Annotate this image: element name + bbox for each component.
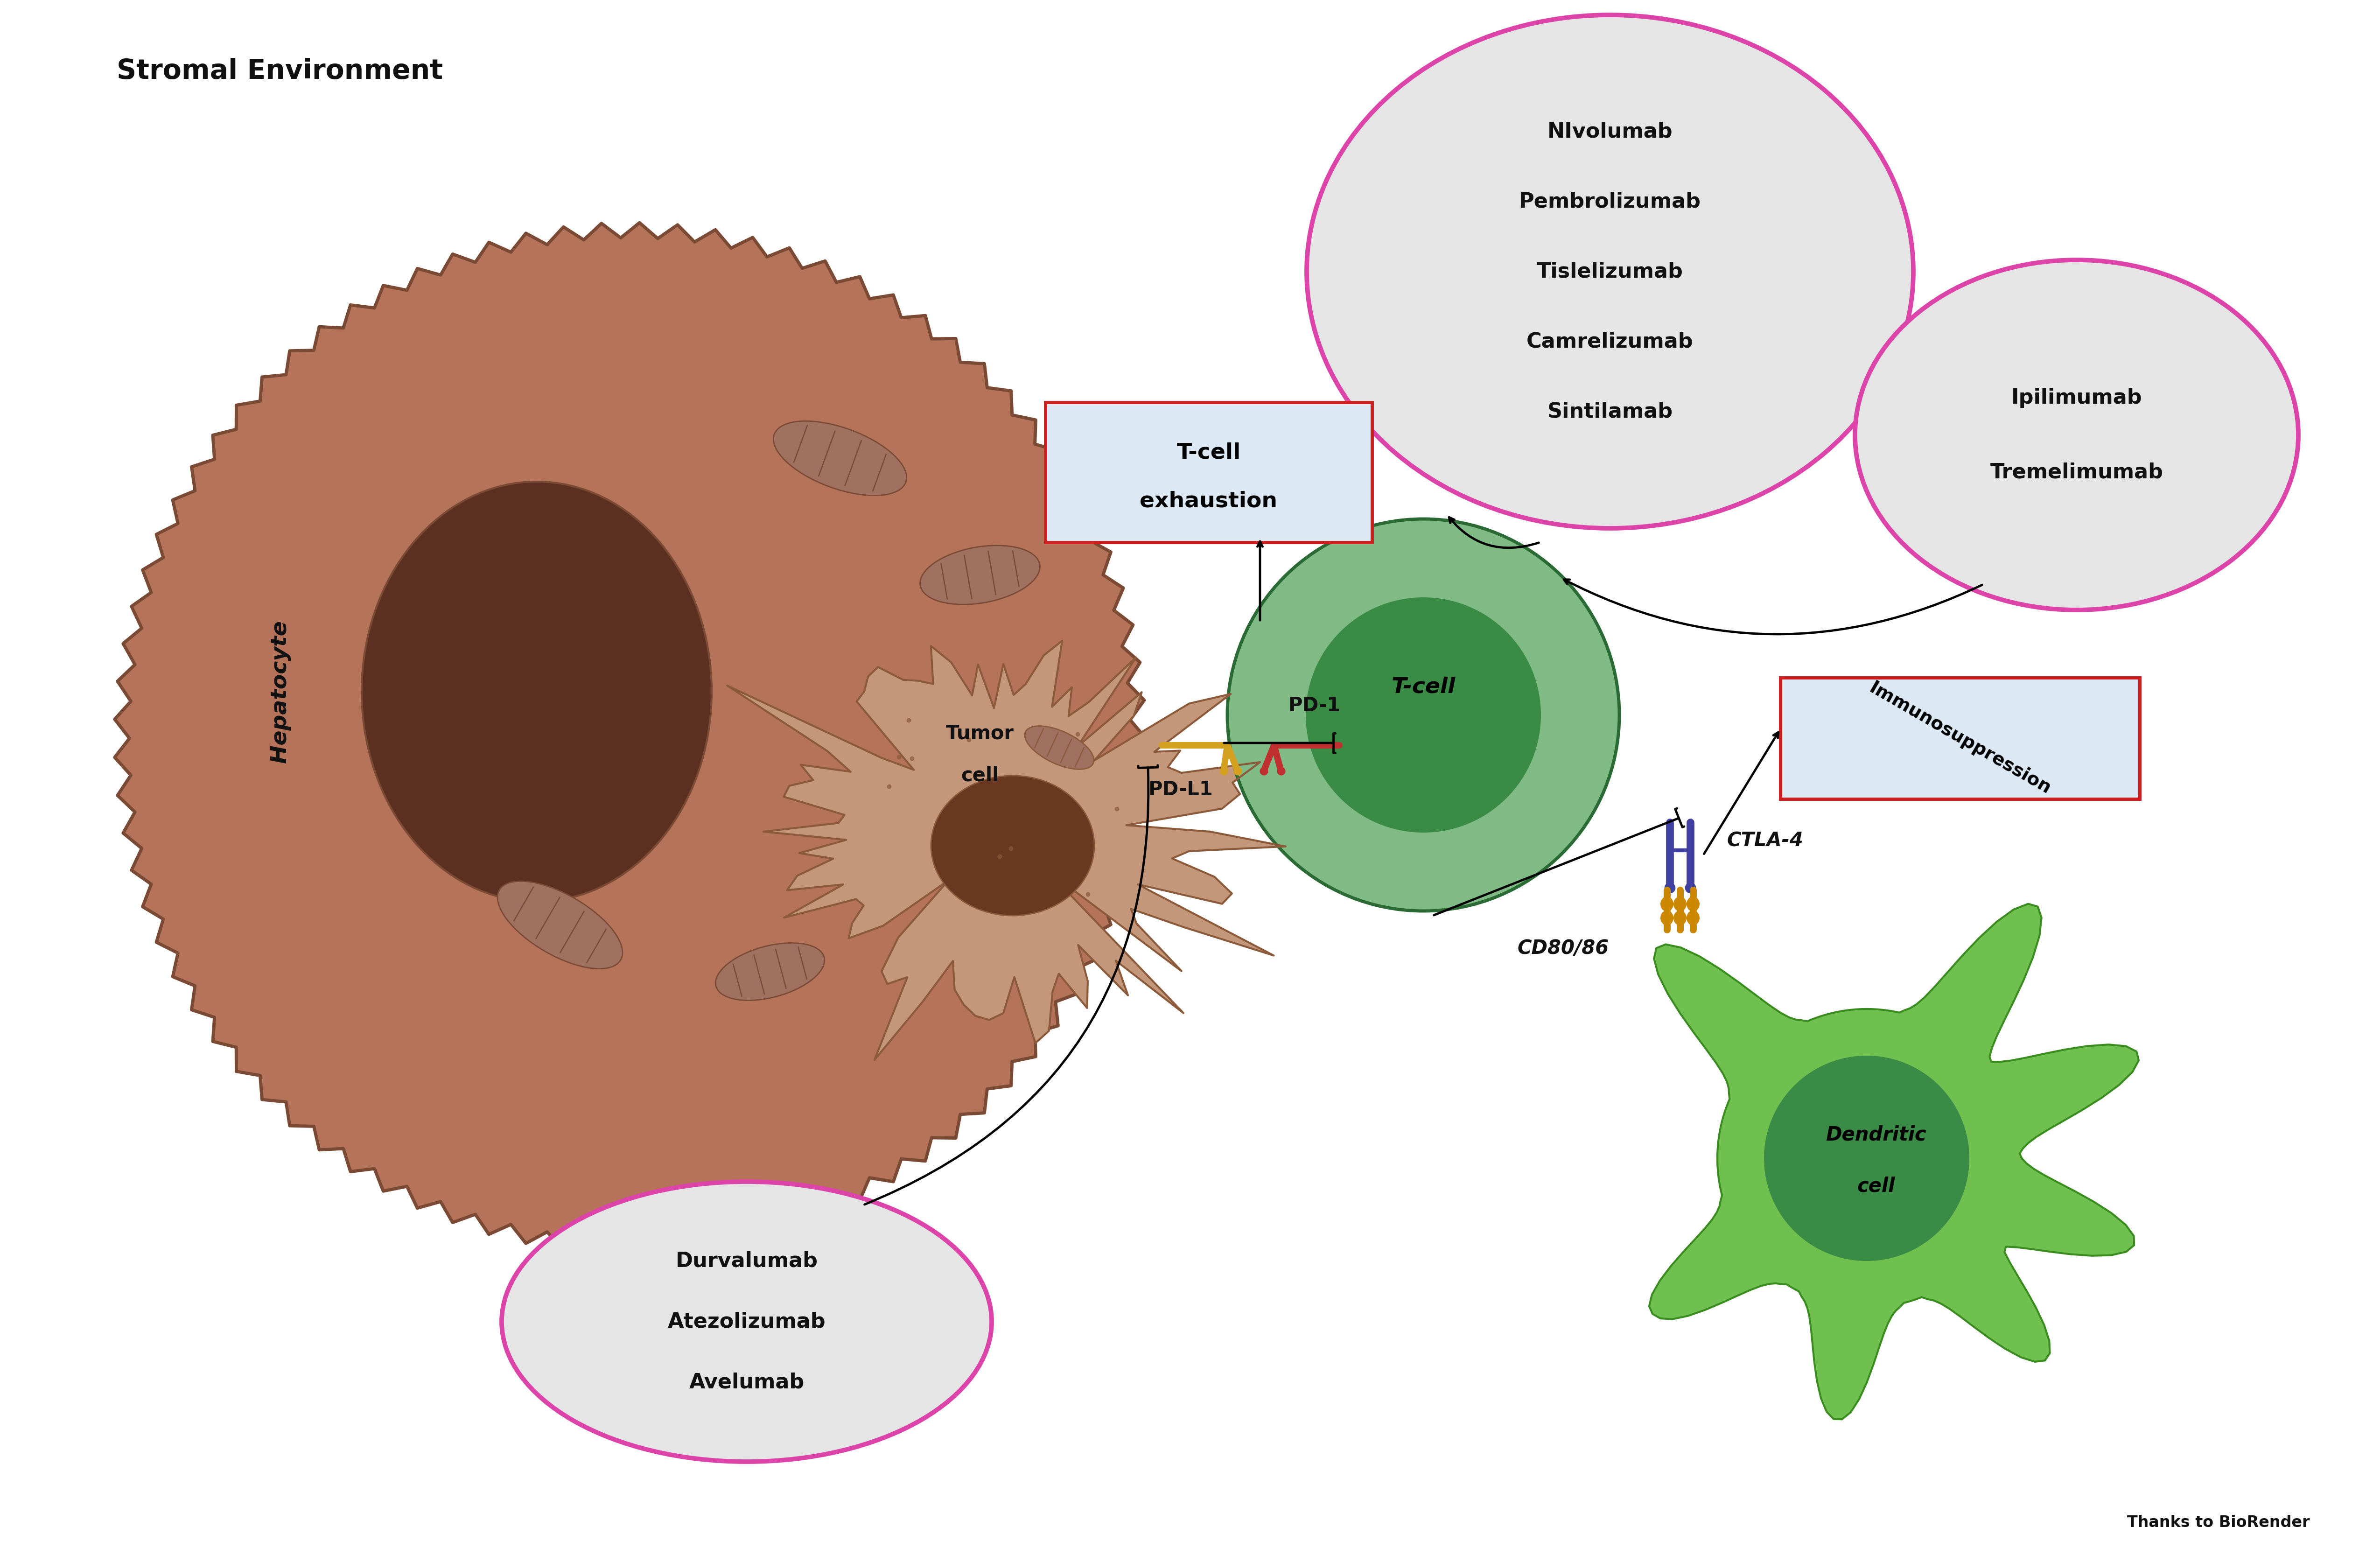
Text: Sintilamab: Sintilamab (1547, 401, 1673, 421)
Ellipse shape (1307, 16, 1914, 529)
Text: CTLA-4: CTLA-4 (1726, 832, 1804, 851)
Text: Thanks to BioRender: Thanks to BioRender (2128, 1515, 2311, 1530)
Ellipse shape (1661, 897, 1673, 911)
Text: Durvalumab: Durvalumab (676, 1250, 819, 1270)
Ellipse shape (362, 482, 712, 902)
Text: Hepatocyte: Hepatocyte (269, 620, 290, 764)
Text: Ipilimumab: Ipilimumab (2011, 387, 2142, 407)
Text: Camrelizumab: Camrelizumab (1526, 331, 1695, 351)
FancyBboxPatch shape (1045, 403, 1371, 543)
Ellipse shape (1854, 260, 2299, 610)
Ellipse shape (716, 942, 823, 1000)
Ellipse shape (774, 421, 907, 496)
Circle shape (1764, 1056, 1968, 1261)
Ellipse shape (497, 882, 624, 969)
Text: Tremelimumab: Tremelimumab (1990, 462, 2163, 482)
Text: Dendritic: Dendritic (1825, 1126, 1925, 1144)
Text: T-cell: T-cell (1176, 442, 1240, 463)
Polygon shape (114, 222, 1145, 1253)
Circle shape (1228, 519, 1618, 911)
Polygon shape (1649, 903, 2140, 1420)
Text: Tislelizumab: Tislelizumab (1537, 261, 1683, 281)
Ellipse shape (921, 546, 1040, 605)
Ellipse shape (1026, 726, 1095, 770)
Text: Pembrolizumab: Pembrolizumab (1518, 191, 1702, 211)
Text: exhaustion: exhaustion (1140, 490, 1278, 512)
Ellipse shape (1687, 897, 1699, 911)
Text: Avelumab: Avelumab (688, 1373, 804, 1392)
Ellipse shape (931, 776, 1095, 916)
Text: NIvolumab: NIvolumab (1547, 121, 1673, 142)
Text: CD80/86: CD80/86 (1518, 939, 1609, 958)
Text: Atezolizumab: Atezolizumab (669, 1311, 826, 1331)
Text: cell: cell (962, 765, 1000, 785)
Ellipse shape (1687, 911, 1699, 925)
Text: Stromal Environment: Stromal Environment (117, 58, 443, 84)
Circle shape (1307, 597, 1540, 832)
Text: Tumor: Tumor (945, 723, 1014, 743)
Text: PD-1: PD-1 (1288, 695, 1340, 715)
Text: Immunosuppression: Immunosuppression (1866, 680, 2054, 798)
Ellipse shape (502, 1182, 992, 1462)
Polygon shape (728, 641, 1285, 1061)
Text: PD-L1: PD-L1 (1147, 781, 1214, 799)
Text: cell: cell (1856, 1177, 1894, 1196)
Text: T-cell: T-cell (1392, 676, 1457, 698)
Ellipse shape (1661, 911, 1673, 925)
Ellipse shape (1673, 911, 1687, 925)
Ellipse shape (1673, 897, 1687, 911)
FancyBboxPatch shape (1780, 678, 2140, 799)
